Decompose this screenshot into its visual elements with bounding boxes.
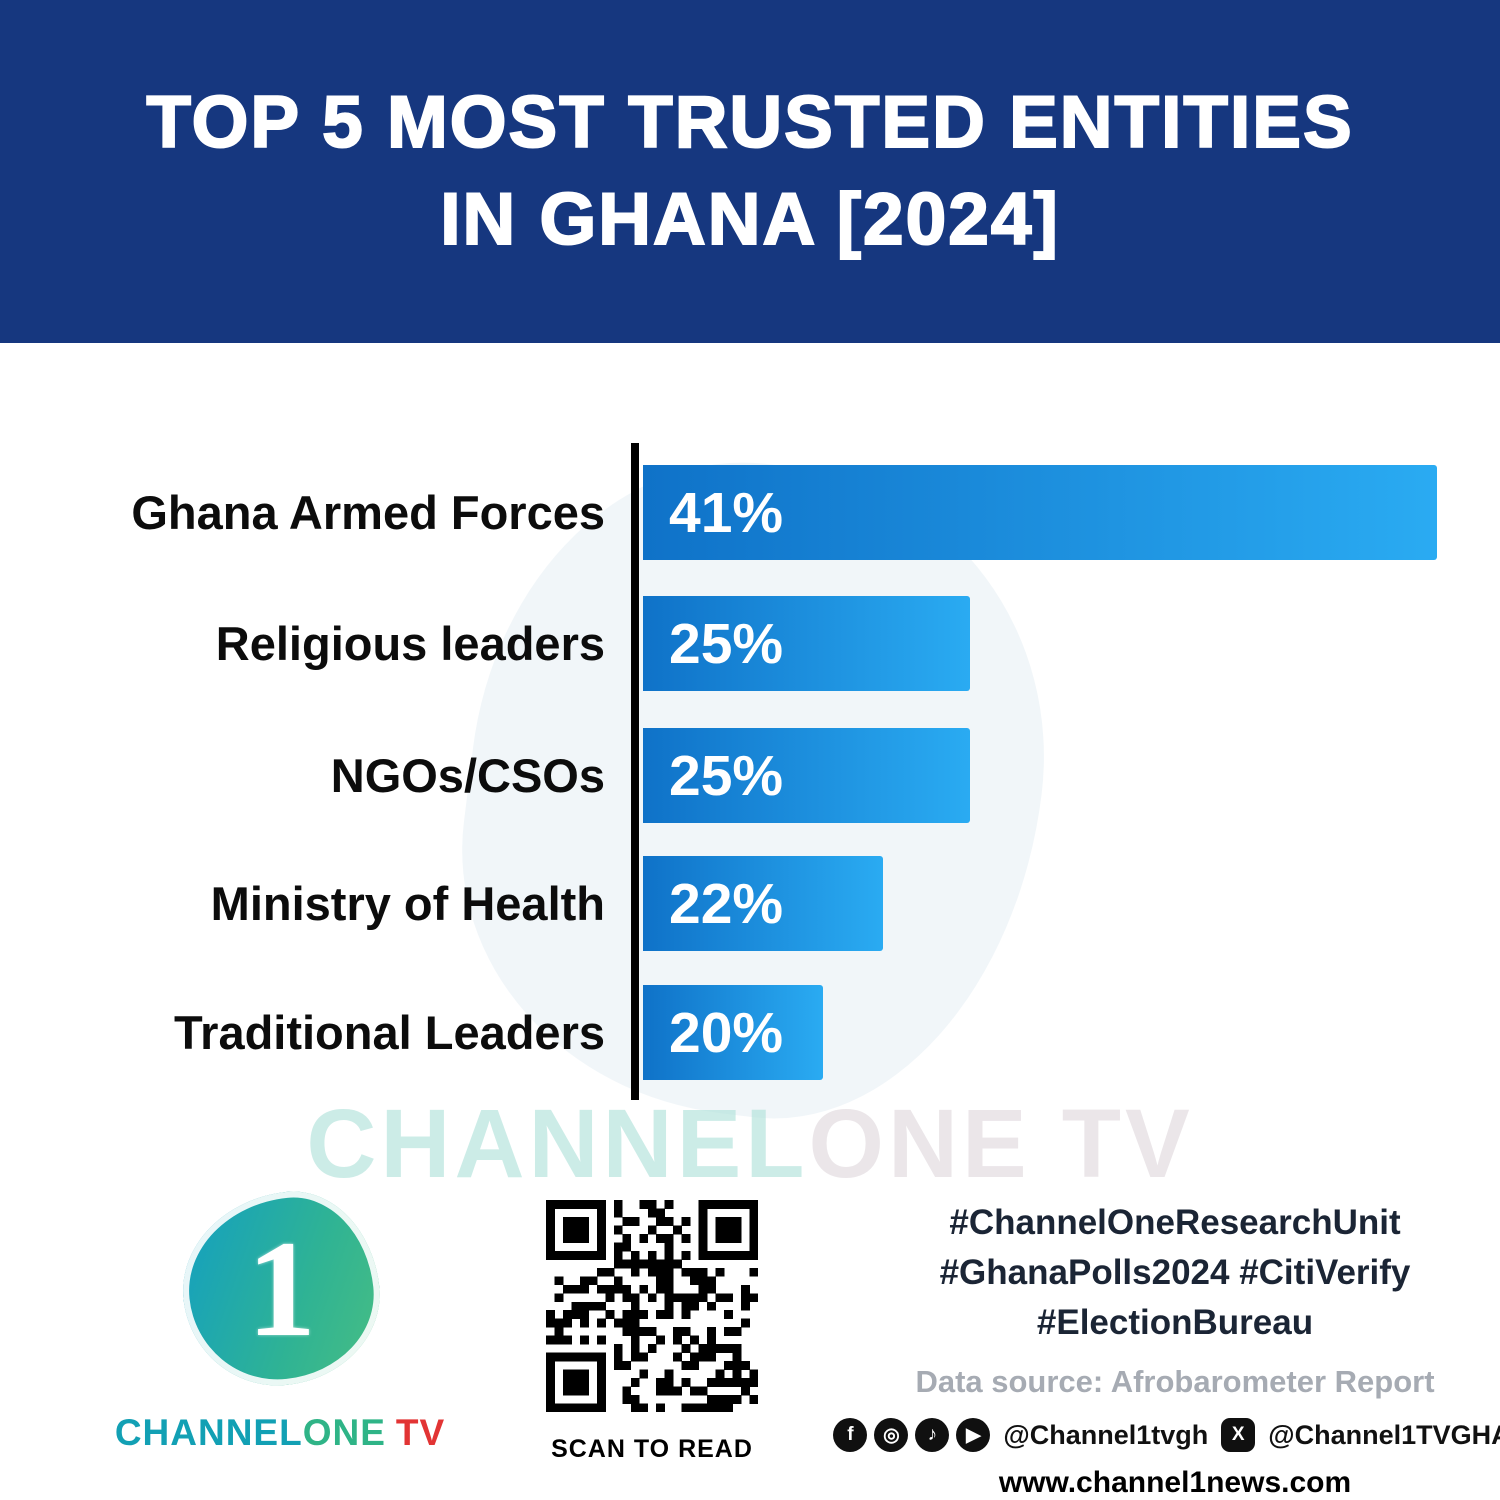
- footer-info-block: #ChannelOneResearchUnit #GhanaPolls2024 …: [833, 1198, 1500, 1500]
- social-handle-primary: @Channel1tvgh: [1003, 1419, 1209, 1450]
- brand-watermark-part2: ONE TV: [808, 1089, 1194, 1198]
- category-label: Ministry of Health: [210, 877, 605, 930]
- bar-row-traditional-leaders: Traditional Leaders 20%: [0, 985, 1500, 1080]
- bar-value-label: 25%: [669, 743, 784, 808]
- instagram-icon: ◎: [874, 1418, 909, 1452]
- bar-ghana-armed-forces: 41%: [643, 465, 1437, 560]
- bar-ngos-csos: 25%: [643, 728, 970, 823]
- brand-watermark-part1: CHANNEL: [306, 1089, 809, 1198]
- page-title-line-1: TOP 5 MOST TRUSTED ENTITIES: [145, 81, 1354, 164]
- bar-religious-leaders: 25%: [643, 596, 970, 691]
- category-label: NGOs/CSOs: [330, 749, 605, 802]
- brand-part-tv: TV: [395, 1412, 446, 1453]
- category-label: Traditional Leaders: [174, 1006, 605, 1059]
- hashtags-line-1: #ChannelOneResearchUnit: [949, 1203, 1401, 1242]
- bar-row-ministry-of-health: Ministry of Health 22%: [0, 856, 1500, 951]
- bar-value-label: 25%: [669, 611, 784, 676]
- bar-ministry-of-health: 22%: [643, 856, 883, 951]
- logo-digit: 1: [246, 1212, 316, 1365]
- bar-row-ghana-armed-forces: Ghana Armed Forces 41%: [0, 465, 1500, 560]
- chart-axis-line: [631, 443, 639, 1100]
- bar-value-label: 22%: [669, 871, 784, 936]
- bar-row-ngos-csos: NGOs/CSOs 25%: [0, 728, 1500, 823]
- brand-watermark: CHANNELONE TV: [0, 1088, 1500, 1200]
- data-source-note: Data source: Afrobarometer Report: [915, 1364, 1435, 1399]
- qr-caption: SCAN TO READ: [551, 1435, 753, 1463]
- tiktok-icon: ♪: [915, 1418, 950, 1452]
- youtube-icon: ▶: [956, 1418, 991, 1452]
- x-icon: X: [1221, 1418, 1256, 1452]
- hashtags-line-2: #GhanaPolls2024 #CitiVerify: [939, 1253, 1411, 1292]
- bar-row-religious-leaders: Religious leaders 25%: [0, 596, 1500, 691]
- qr-code: [546, 1200, 759, 1413]
- website-url: www.channel1news.com: [998, 1466, 1352, 1499]
- social-handle-x: @Channel1TVGHA: [1268, 1419, 1500, 1450]
- bar-traditional-leaders: 20%: [643, 985, 823, 1080]
- hashtags-line-3: #ElectionBureau: [1036, 1303, 1314, 1342]
- channel-one-logo: 1: [173, 1183, 389, 1395]
- page-title-line-2: IN GHANA [2024]: [439, 177, 1060, 260]
- brand-part-one: ONE: [302, 1412, 386, 1453]
- facebook-icon: f: [833, 1418, 868, 1452]
- bar-value-label: 41%: [669, 480, 784, 545]
- header-banner: TOP 5 MOST TRUSTED ENTITIES IN GHANA [20…: [0, 0, 1500, 343]
- brand-wordmark: CHANNELONE TV: [105, 1412, 455, 1454]
- social-row: f ◎ ♪ ▶ @Channel1tvgh X @Channel1TVGHA: [833, 1418, 1500, 1452]
- category-label: Ghana Armed Forces: [131, 486, 605, 539]
- category-label: Religious leaders: [215, 617, 605, 670]
- bar-value-label: 20%: [669, 1000, 784, 1065]
- brand-part-channel: CHANNEL: [114, 1412, 303, 1453]
